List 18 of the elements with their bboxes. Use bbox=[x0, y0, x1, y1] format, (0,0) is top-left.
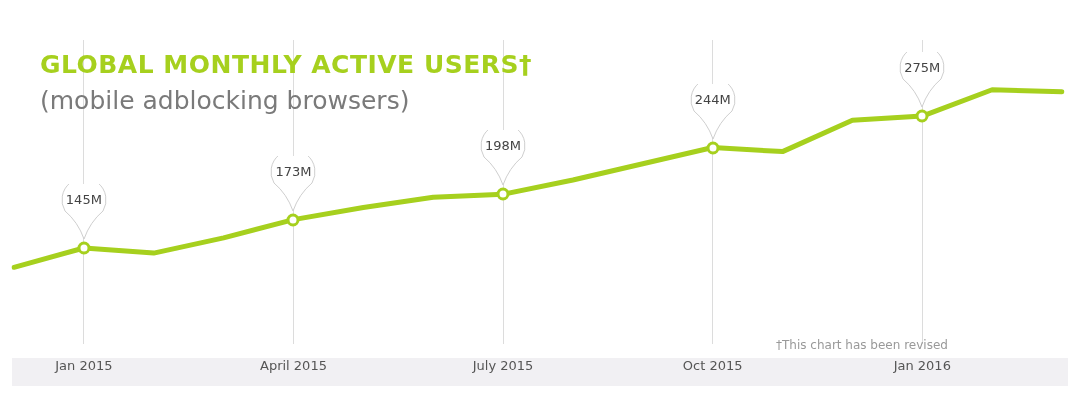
point bbox=[496, 187, 510, 201]
x-tick-label: Jan 2015 bbox=[54, 357, 113, 373]
data-label: 145M bbox=[64, 192, 103, 208]
data-label: 173M bbox=[274, 163, 313, 180]
x-tick-label: Oct 2015 bbox=[682, 357, 743, 373]
data-label: 244M bbox=[693, 91, 732, 108]
x-tick-label: July 2015 bbox=[471, 357, 534, 373]
text: †This chart has been revised bbox=[776, 338, 948, 352]
x-tick-label: Jan 2016 bbox=[892, 357, 951, 373]
point bbox=[706, 141, 720, 155]
data-label: 198M bbox=[484, 138, 523, 155]
data-label: 275M bbox=[903, 60, 942, 77]
point bbox=[77, 241, 91, 255]
chart-subtitle: (mobile adblocking browsers) bbox=[40, 86, 410, 115]
chart-title: GLOBAL MONTHLY ACTIVE USERS† bbox=[40, 50, 533, 79]
x-tick-label: April 2015 bbox=[260, 357, 327, 373]
point bbox=[286, 213, 300, 227]
point bbox=[915, 109, 929, 123]
